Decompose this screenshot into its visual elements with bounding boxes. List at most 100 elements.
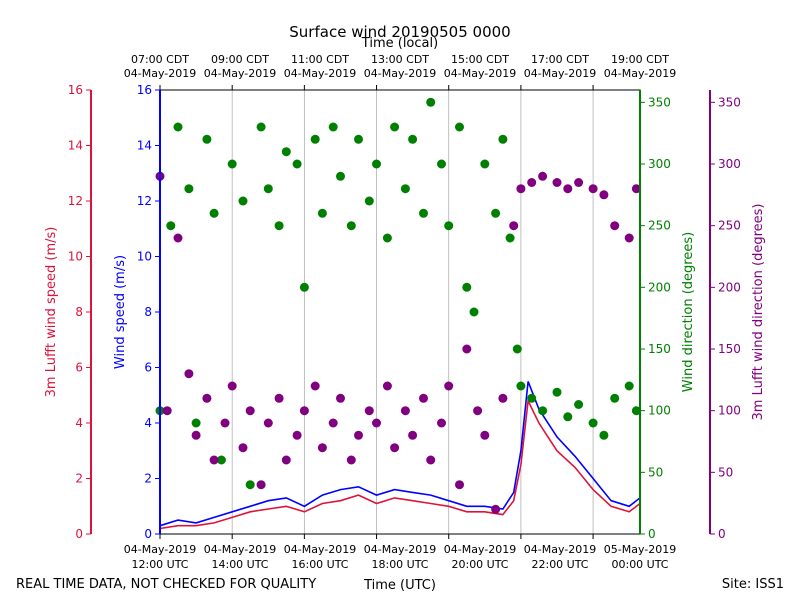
data-point: [364, 406, 374, 416]
data-point: [263, 418, 273, 428]
data-point: [444, 381, 454, 391]
data-point: [328, 122, 338, 132]
data-point: [256, 480, 266, 490]
data-point: [310, 134, 320, 144]
data-point: [238, 443, 248, 453]
axis-tick-label: 2: [75, 472, 83, 486]
top-tick-date: 04-May-2019: [524, 67, 596, 80]
data-point: [372, 159, 381, 169]
top-tick-time: 19:00 CDT: [611, 53, 669, 66]
axis-tick-label: 100: [648, 404, 671, 418]
data-point: [173, 233, 183, 243]
axis-tick-label: 6: [144, 361, 152, 375]
axis-tick-label: 50: [718, 465, 733, 479]
data-point: [292, 430, 302, 440]
data-point: [400, 406, 410, 416]
data-point: [263, 184, 273, 194]
data-point: [437, 418, 446, 428]
data-point: [299, 282, 309, 292]
bottom-tick-labels: 04-May-2019 12:00 UTC 04-May-2019 14:00 …: [124, 543, 676, 571]
data-point: [336, 393, 345, 403]
axis-tick-label: 150: [718, 342, 741, 356]
data-point: [444, 221, 454, 231]
axis-tick-label: 4: [144, 416, 152, 430]
data-point: [372, 418, 381, 428]
data-point: [310, 381, 320, 391]
data-point: [274, 393, 284, 403]
data-point: [408, 430, 418, 440]
series-layer: [155, 97, 641, 530]
data-point: [382, 233, 392, 243]
data-point: [238, 196, 248, 206]
bottom-tick-date: 05-May-2019: [604, 543, 676, 556]
data-point: [624, 233, 634, 243]
top-tick-time: 09:00 CDT: [211, 53, 269, 66]
data-point: [462, 282, 472, 292]
bottom-tick-time: 20:00 UTC: [451, 558, 508, 571]
series-line: [159, 381, 641, 527]
data-point: [346, 455, 356, 465]
axis-tick-label: 16: [68, 83, 83, 97]
bottom-tick-date: 04-May-2019: [524, 543, 596, 556]
data-point: [610, 221, 620, 231]
data-point: [469, 307, 479, 317]
data-point: [473, 406, 483, 416]
data-point: [220, 418, 230, 428]
axis-tick-label: 250: [718, 219, 741, 233]
data-point: [552, 387, 562, 397]
data-point: [426, 97, 436, 107]
axis-tick-label: 12: [137, 194, 152, 208]
data-point: [588, 184, 598, 194]
data-point: [509, 221, 519, 231]
data-point: [216, 455, 226, 465]
data-point: [184, 369, 194, 379]
axis-tick-label: 2: [144, 472, 152, 486]
bottom-tick-time: 22:00 UTC: [531, 558, 588, 571]
data-point: [245, 406, 255, 416]
data-point: [162, 406, 172, 416]
data-point: [462, 344, 472, 354]
data-point: [346, 221, 356, 231]
data-point: [552, 178, 562, 187]
axis-tick-label: 10: [68, 250, 83, 264]
data-point: [574, 178, 584, 187]
data-point: [527, 178, 537, 187]
data-point: [292, 159, 302, 169]
data-point: [505, 233, 515, 243]
data-point: [227, 381, 237, 391]
data-point: [455, 122, 464, 132]
data-point: [390, 122, 400, 132]
data-point: [191, 418, 201, 428]
top-tick-time: 17:00 CDT: [531, 53, 589, 66]
data-point: [209, 208, 219, 218]
data-point: [227, 159, 237, 169]
data-point: [299, 406, 309, 416]
data-point: [426, 455, 436, 465]
axis-tick-label: 200: [718, 280, 741, 294]
data-point: [209, 455, 219, 465]
lufft-direction-axis: 0 50 100 150 200 250 300 350: [709, 90, 741, 541]
data-point: [408, 134, 418, 144]
lufft-speed-axis: 0 2 4 6 8 10 12 14 16: [68, 83, 92, 541]
chart-title: Surface wind 20190505 0000: [289, 23, 510, 41]
bottom-tick-time: 16:00 UTC: [291, 558, 348, 571]
top-tick-time: 07:00 CDT: [131, 53, 189, 66]
data-point: [480, 430, 490, 440]
top-tick-date: 04-May-2019: [124, 67, 196, 80]
bottom-tick-time: 18:00 UTC: [371, 558, 428, 571]
data-point: [516, 381, 526, 391]
axis-tick-label: 8: [75, 305, 83, 319]
data-point: [173, 122, 183, 132]
data-point: [512, 344, 522, 354]
data-point: [184, 184, 194, 194]
axis-tick-label: 16: [137, 83, 152, 97]
axis-tick-label: 14: [137, 139, 152, 153]
data-point: [538, 171, 548, 181]
data-point: [419, 208, 428, 218]
top-axis-label: Time (local): [361, 36, 438, 51]
top-tick-time: 13:00 CDT: [371, 53, 429, 66]
lufft-direction-axis-label: 3m Lufft wind direction (degrees): [751, 204, 766, 421]
data-point: [599, 190, 609, 200]
data-point: [317, 443, 327, 453]
